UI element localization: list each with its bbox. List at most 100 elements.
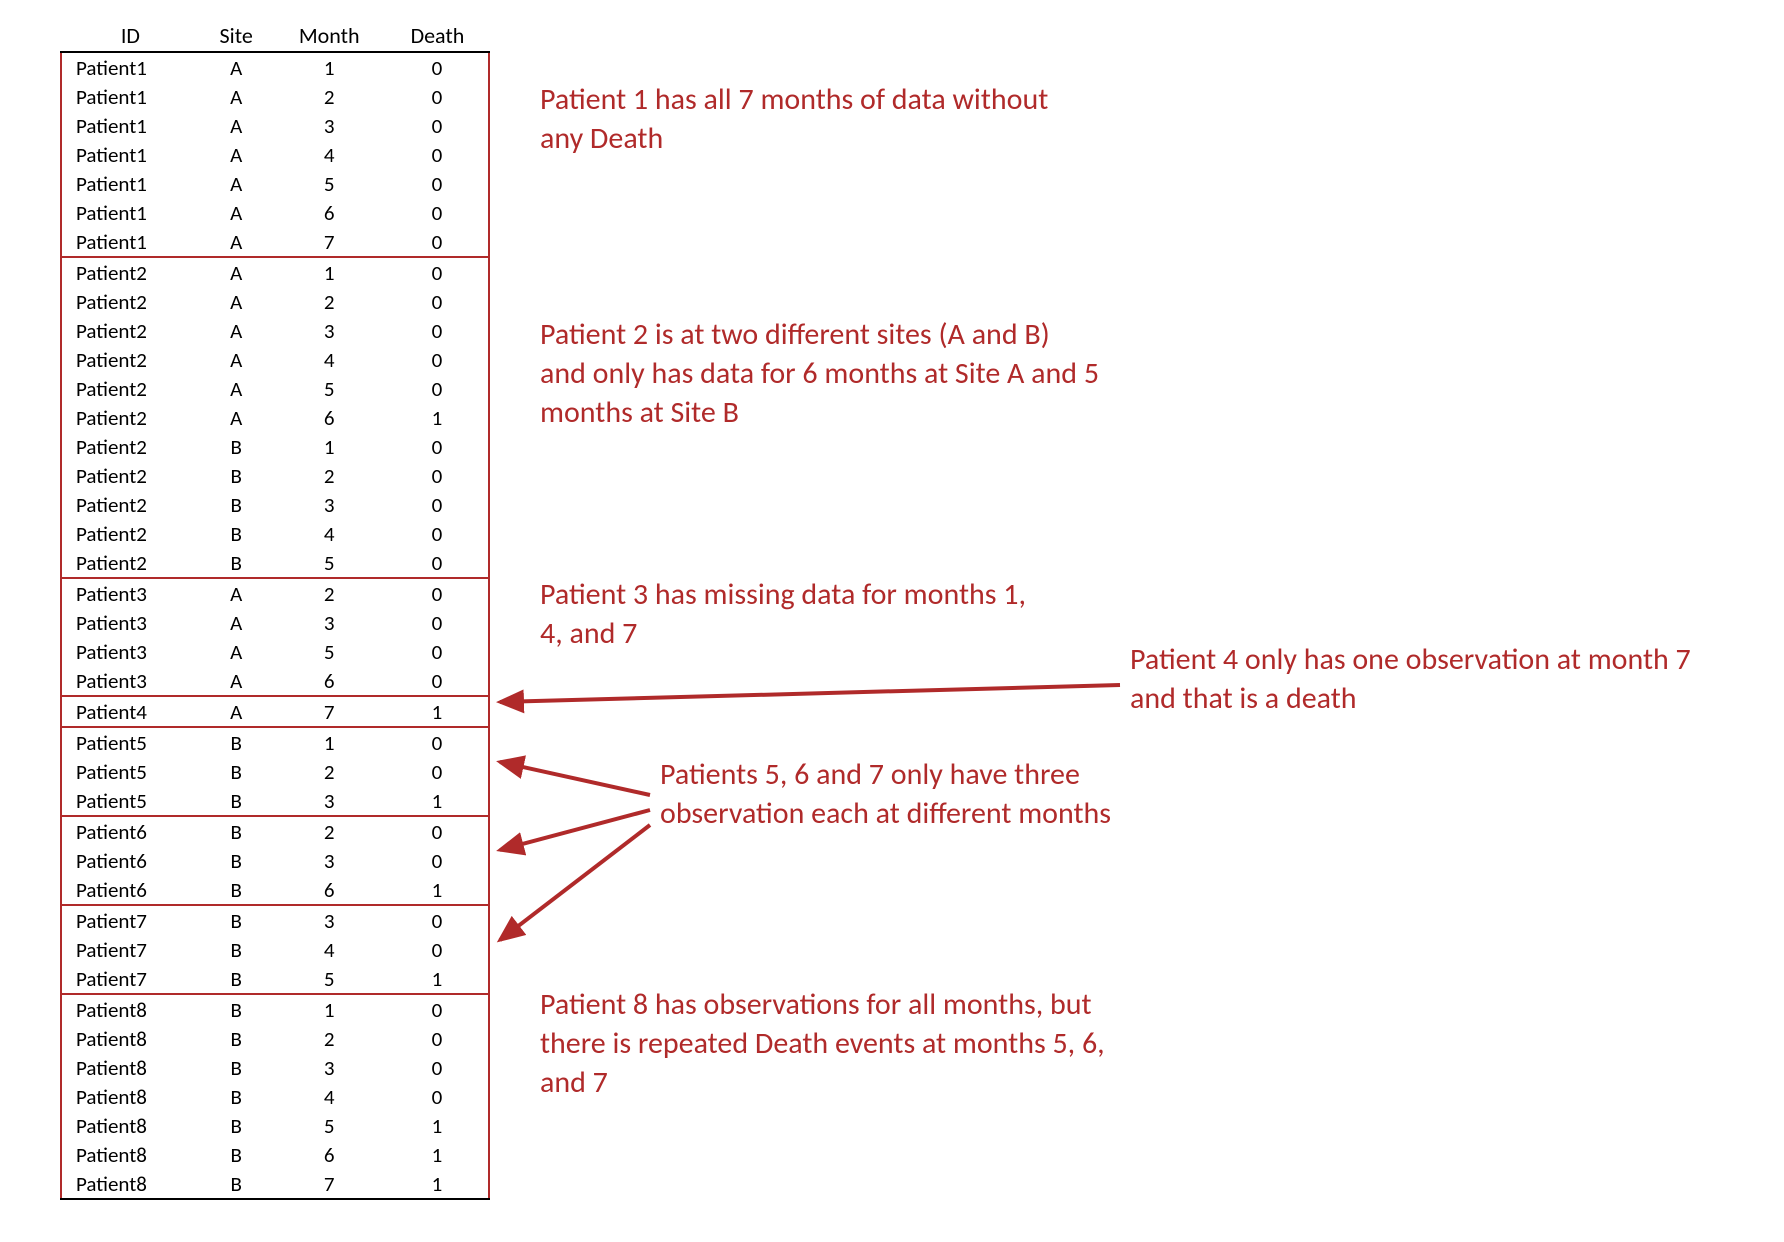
table-cell: A [200, 578, 273, 608]
table-cell: 0 [386, 140, 489, 169]
table-row: Patient8B10 [61, 994, 489, 1024]
table-row: Patient8B30 [61, 1053, 489, 1082]
table-cell: 0 [386, 905, 489, 935]
table-cell: Patient7 [61, 964, 200, 994]
table-cell: A [200, 169, 273, 198]
table-cell: 5 [273, 374, 386, 403]
table-cell: Patient8 [61, 1024, 200, 1053]
table-cell: Patient2 [61, 548, 200, 578]
table-cell: 7 [273, 1169, 386, 1199]
table-cell: 0 [386, 82, 489, 111]
table-cell: A [200, 637, 273, 666]
table-cell: 2 [273, 82, 386, 111]
arrow-p5 [500, 762, 650, 795]
table-cell: A [200, 374, 273, 403]
table-cell: 7 [273, 696, 386, 727]
table-cell: Patient6 [61, 816, 200, 846]
table-cell: A [200, 608, 273, 637]
table-cell: 0 [386, 111, 489, 140]
table-cell: 0 [386, 227, 489, 257]
table-cell: 1 [273, 52, 386, 82]
table-cell: B [200, 519, 273, 548]
table-row: Patient8B71 [61, 1169, 489, 1199]
table-cell: A [200, 287, 273, 316]
table-row: Patient1A30 [61, 111, 489, 140]
table-cell: 2 [273, 287, 386, 316]
table-cell: Patient5 [61, 786, 200, 816]
table-cell: Patient3 [61, 637, 200, 666]
table-cell: 2 [273, 578, 386, 608]
table-cell: 4 [273, 1082, 386, 1111]
table-row: Patient1A40 [61, 140, 489, 169]
table-row: Patient7B40 [61, 935, 489, 964]
table-row: Patient2B40 [61, 519, 489, 548]
col-id: ID [61, 20, 200, 52]
table-cell: Patient8 [61, 1053, 200, 1082]
table-cell: 1 [386, 403, 489, 432]
table-cell: A [200, 198, 273, 227]
table-cell: 0 [386, 994, 489, 1024]
table-row: Patient8B51 [61, 1111, 489, 1140]
table-cell: A [200, 403, 273, 432]
table-cell: 3 [273, 316, 386, 345]
table-cell: 4 [273, 140, 386, 169]
table-row: Patient3A30 [61, 608, 489, 637]
table-row: Patient1A20 [61, 82, 489, 111]
table-cell: 5 [273, 548, 386, 578]
table-row: Patient2A50 [61, 374, 489, 403]
table-row: Patient1A50 [61, 169, 489, 198]
table-cell: Patient8 [61, 1169, 200, 1199]
table-row: Patient3A20 [61, 578, 489, 608]
table-cell: B [200, 432, 273, 461]
table-cell: 3 [273, 1053, 386, 1082]
table-cell: B [200, 1140, 273, 1169]
table-cell: B [200, 875, 273, 905]
table-cell: 4 [273, 935, 386, 964]
table-row: Patient5B10 [61, 727, 489, 757]
table-cell: Patient6 [61, 846, 200, 875]
table-cell: 0 [386, 816, 489, 846]
table-cell: 5 [273, 1111, 386, 1140]
table-cell: B [200, 1082, 273, 1111]
table-row: Patient8B61 [61, 1140, 489, 1169]
table-cell: 0 [386, 257, 489, 287]
table-cell: 3 [273, 111, 386, 140]
table-cell: 0 [386, 345, 489, 374]
table-cell: B [200, 816, 273, 846]
ann2: Patient 2 is at two different sites (A a… [540, 315, 1100, 432]
table-cell: 1 [386, 1169, 489, 1199]
table-cell: 0 [386, 432, 489, 461]
table-cell: 1 [386, 786, 489, 816]
table-cell: 0 [386, 519, 489, 548]
table-cell: 0 [386, 757, 489, 786]
ann6: Patient 8 has observations for all month… [540, 985, 1120, 1102]
table-row: Patient5B31 [61, 786, 489, 816]
table-row: Patient2B50 [61, 548, 489, 578]
table-cell: 3 [273, 490, 386, 519]
table-cell: Patient6 [61, 875, 200, 905]
table-cell: 0 [386, 578, 489, 608]
table-row: Patient2A40 [61, 345, 489, 374]
table-cell: 3 [273, 786, 386, 816]
table-cell: B [200, 905, 273, 935]
table-cell: Patient1 [61, 140, 200, 169]
table-cell: Patient2 [61, 519, 200, 548]
table-row: Patient5B20 [61, 757, 489, 786]
table-cell: B [200, 994, 273, 1024]
ann1: Patient 1 has all 7 months of data witho… [540, 80, 1060, 158]
table-cell: B [200, 846, 273, 875]
table-cell: A [200, 696, 273, 727]
table-cell: 0 [386, 666, 489, 696]
table-cell: Patient3 [61, 578, 200, 608]
table-cell: Patient2 [61, 490, 200, 519]
table-cell: 0 [386, 727, 489, 757]
table-cell: 5 [273, 637, 386, 666]
table-cell: Patient2 [61, 257, 200, 287]
table-cell: 6 [273, 1140, 386, 1169]
table-cell: 2 [273, 816, 386, 846]
table-cell: Patient2 [61, 374, 200, 403]
table-cell: B [200, 786, 273, 816]
table-cell: 1 [386, 696, 489, 727]
table-cell: A [200, 52, 273, 82]
table-cell: 0 [386, 461, 489, 490]
